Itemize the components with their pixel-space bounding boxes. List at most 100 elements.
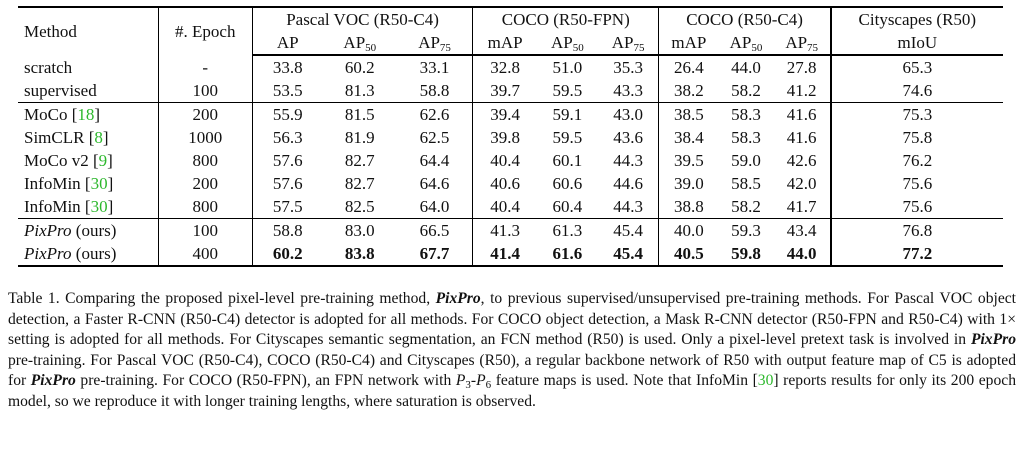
cell-value: 27.8 bbox=[786, 58, 817, 77]
cell-value: 38.4 bbox=[658, 126, 719, 149]
citation-link[interactable]: 30 bbox=[757, 372, 774, 390]
cell-method: InfoMin [30] bbox=[24, 174, 114, 193]
cell-method: supervised bbox=[24, 81, 97, 100]
cell-value: 39.7 bbox=[472, 79, 538, 103]
header-cococ4-map: mAP bbox=[658, 31, 719, 56]
cell-value: 39.8 bbox=[472, 126, 538, 149]
cell-value: 60.1 bbox=[552, 151, 583, 170]
cell-value: 76.2 bbox=[829, 149, 1003, 172]
cell-value: 58.2 bbox=[731, 197, 761, 216]
table-row: InfoMin [30] 200 57.6 82.7 64.6 40.6 60.6 44.6 3… bbox=[18, 172, 1003, 195]
cell-value: 33.1 bbox=[419, 58, 450, 77]
cell-value: 58.8 bbox=[252, 218, 323, 242]
cell-value: 65.3 bbox=[829, 55, 1003, 79]
header-cococ4-ap75: AP75 bbox=[773, 31, 831, 56]
cell-epoch: 200 bbox=[157, 102, 253, 126]
cell-value: 56.3 bbox=[252, 126, 323, 149]
cell-value: 59.0 bbox=[731, 151, 761, 170]
cell-value: 61.6 bbox=[537, 242, 598, 267]
cell-value: 81.3 bbox=[344, 81, 375, 100]
header-cococ4-ap50: AP50 bbox=[718, 31, 774, 56]
header-cocofpn-ap50: AP50 bbox=[537, 31, 598, 56]
cell-epoch: 100 bbox=[157, 79, 253, 103]
results-table: Method #. Epoch Pascal VOC (R50-C4) COCO… bbox=[18, 6, 1003, 267]
cell-value: 59.8 bbox=[718, 242, 774, 267]
cell-epoch: 400 bbox=[157, 242, 253, 267]
cell-value: 38.5 bbox=[658, 102, 719, 126]
cell-value: 32.8 bbox=[472, 55, 538, 79]
cell-value: 55.9 bbox=[252, 102, 323, 126]
header-epoch: #. Epoch bbox=[157, 6, 253, 55]
cell-value: 60.6 bbox=[552, 174, 583, 193]
cell-value: 40.0 bbox=[658, 218, 719, 242]
cell-value: 40.4 bbox=[472, 149, 538, 172]
cell-value: 58.2 bbox=[731, 81, 761, 100]
cell-method: scratch bbox=[24, 57, 73, 77]
cell-value: 75.6 bbox=[829, 195, 1003, 219]
table-row: MoCo v2 [9] 800 57.6 82.7 64.4 40.4 60.1 44.3 39… bbox=[18, 149, 1003, 172]
cell-value: 58.5 bbox=[731, 174, 761, 193]
cell-value: 59.5 bbox=[552, 128, 583, 147]
cell-method: PixPro (ours) bbox=[18, 218, 159, 242]
header-cityscapes-miou: mIoU bbox=[829, 31, 1003, 56]
header-cocofpn-ap75: AP75 bbox=[597, 31, 659, 56]
table-row: scratch -33.8 60.2 33.1 32.8 51.0 35.3 26.4 44.0… bbox=[18, 55, 1003, 79]
cell-value: 45.4 bbox=[597, 218, 659, 242]
cell-value: 61.3 bbox=[537, 218, 598, 242]
cell-value: 60.4 bbox=[552, 197, 583, 216]
table-row: PixPro (ours) 400 60.2 83.8 67.7 41.4 61.6 45.4… bbox=[18, 242, 1003, 267]
header-voc-ap: AP bbox=[252, 31, 323, 56]
cell-value: 39.4 bbox=[472, 102, 538, 126]
cell-method: MoCo [18] bbox=[18, 102, 159, 126]
citation-link[interactable]: 18 bbox=[77, 105, 95, 124]
cell-value: 43.4 bbox=[773, 218, 831, 242]
citation-link[interactable]: 8 bbox=[94, 128, 103, 147]
header-group-coco-fpn: COCO (R50-FPN) bbox=[472, 6, 659, 31]
cell-value: 43.0 bbox=[597, 102, 659, 126]
cell-value: 41.6 bbox=[773, 102, 831, 126]
header-group-voc: Pascal VOC (R50-C4) bbox=[252, 6, 473, 31]
citation-link[interactable]: 9 bbox=[98, 151, 108, 170]
cell-value: 41.3 bbox=[472, 218, 538, 242]
cell-value: 81.5 bbox=[322, 102, 398, 126]
cell-value: 39.5 bbox=[658, 149, 719, 172]
cell-value: 82.5 bbox=[344, 197, 375, 216]
cell-value: 44.3 bbox=[613, 197, 643, 216]
cell-value: 75.6 bbox=[829, 172, 1003, 195]
cell-value: 41.6 bbox=[786, 128, 817, 147]
cell-value: 44.0 bbox=[773, 242, 831, 267]
cell-value: 53.5 bbox=[252, 79, 323, 103]
cell-value: 60.2 bbox=[252, 242, 323, 267]
cell-value: 43.6 bbox=[613, 128, 643, 147]
cell-value: 40.5 bbox=[658, 242, 719, 267]
cell-value: 35.3 bbox=[613, 58, 643, 77]
citation-link[interactable]: 30 bbox=[90, 174, 108, 193]
cell-value: 57.6 bbox=[252, 172, 323, 195]
cell-value: 83.8 bbox=[322, 242, 398, 267]
cell-value: 43.3 bbox=[613, 81, 643, 100]
cell-value: 41.4 bbox=[472, 242, 538, 267]
table-row: SimCLR [8] 1000 56.3 81.9 62.5 39.8 59.5 43.6 38… bbox=[18, 126, 1003, 149]
cell-value: 44.6 bbox=[613, 174, 643, 193]
cell-value: 59.3 bbox=[718, 218, 774, 242]
cell-value: 42.6 bbox=[786, 151, 817, 170]
table-row: supervised 100 53.5 81.3 58.8 39.7 59.5 43.3 38.… bbox=[18, 79, 1003, 103]
cell-value: 58.3 bbox=[718, 102, 774, 126]
cell-value: 44.3 bbox=[613, 151, 643, 170]
cell-value: 82.7 bbox=[344, 174, 375, 193]
cell-value: 38.2 bbox=[658, 79, 719, 103]
cell-value: 75.3 bbox=[829, 102, 1003, 126]
table-row: MoCo [18] 200 55.9 81.5 62.6 39.4 59.1 43.0 38.5… bbox=[18, 102, 1003, 126]
cell-method: MoCo v2 [9] bbox=[24, 151, 113, 170]
cell-value: 59.5 bbox=[552, 81, 583, 100]
cell-value: 26.4 bbox=[658, 55, 719, 79]
citation-link[interactable]: 30 bbox=[90, 197, 108, 216]
cell-value: 51.0 bbox=[552, 58, 583, 77]
header-group-cityscapes: Cityscapes (R50) bbox=[829, 6, 1003, 31]
cell-value: 64.0 bbox=[419, 197, 450, 216]
cell-value: 41.7 bbox=[786, 197, 817, 216]
cell-value: 40.6 bbox=[472, 172, 538, 195]
cell-value: 64.6 bbox=[419, 174, 450, 193]
cell-value: 82.7 bbox=[344, 151, 375, 170]
cell-value: 60.2 bbox=[344, 58, 375, 77]
